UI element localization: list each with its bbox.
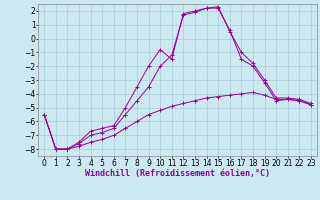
X-axis label: Windchill (Refroidissement éolien,°C): Windchill (Refroidissement éolien,°C)	[85, 169, 270, 178]
